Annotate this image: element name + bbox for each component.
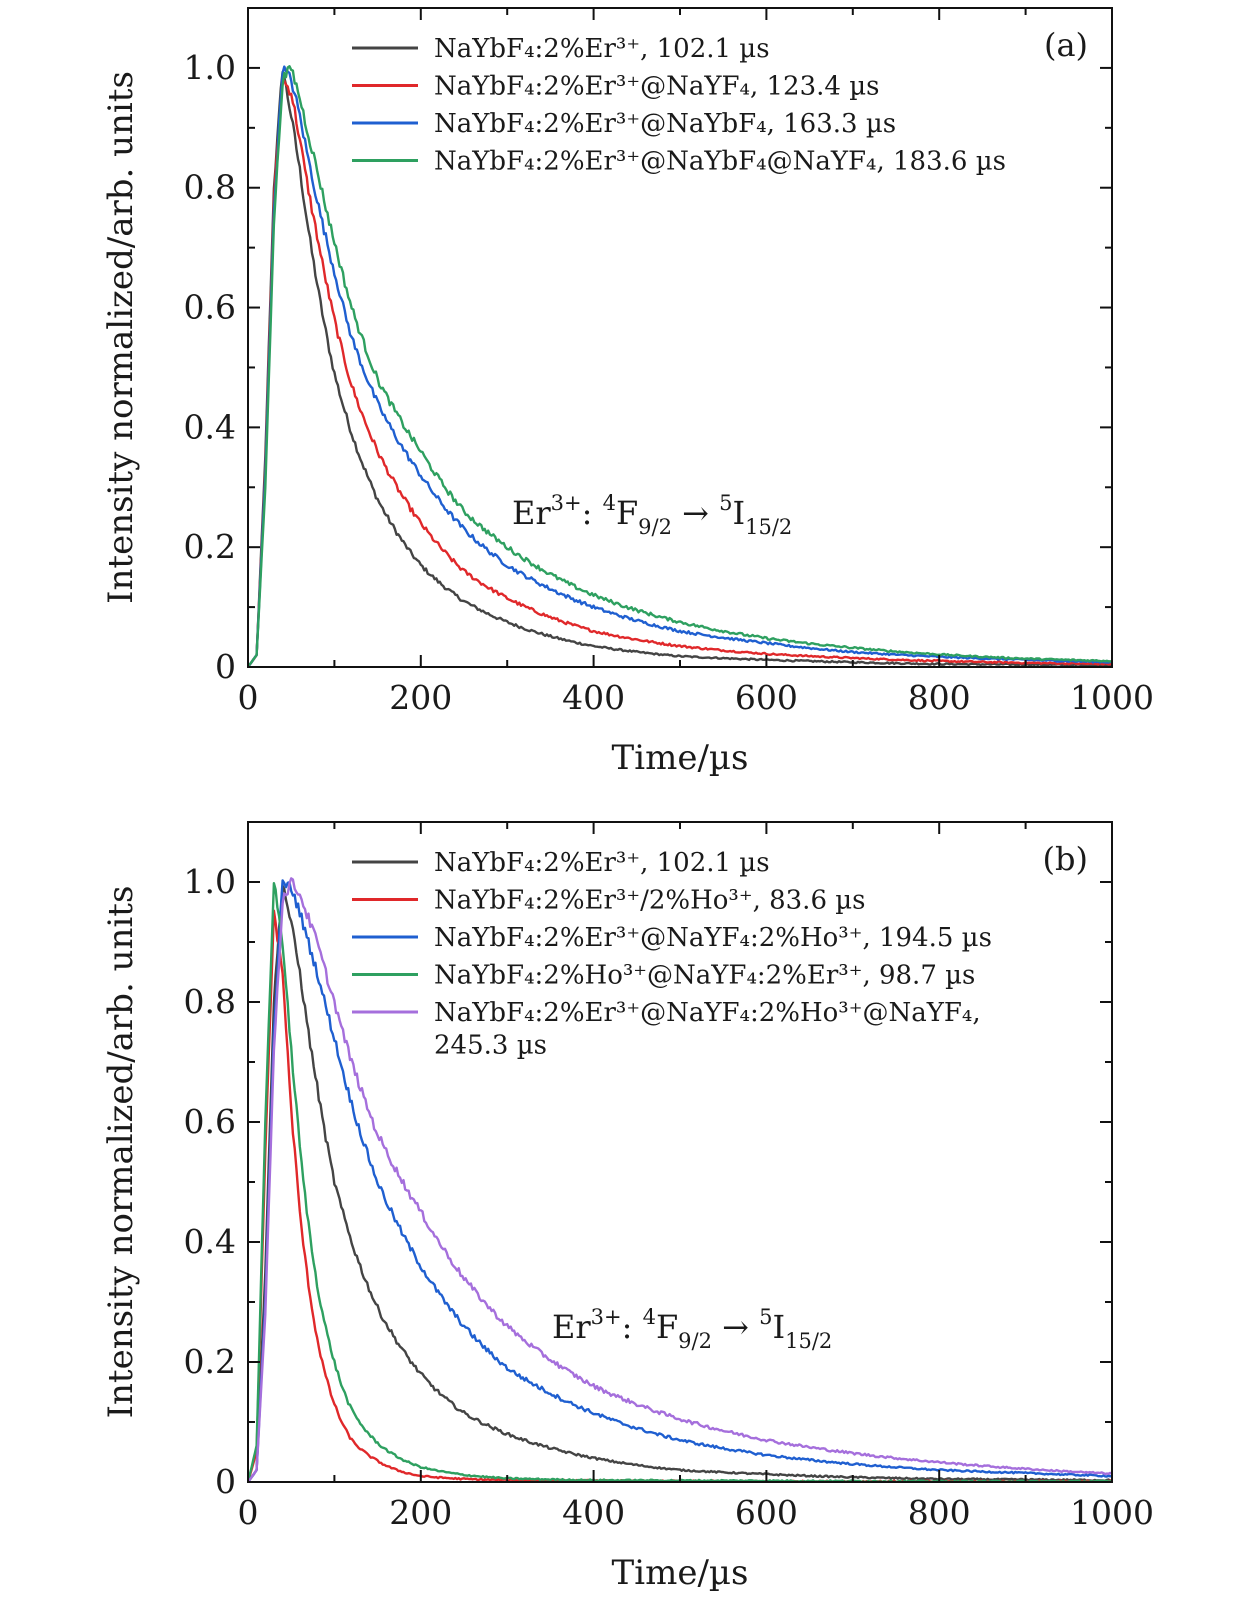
legend-label: NaYbF₄:2%Er³⁺@NaYF₄:2%Ho³⁺@NaYF₄,	[434, 998, 981, 1028]
y-tick-label: 0.2	[184, 527, 236, 566]
x-tick-label: 0	[238, 678, 259, 717]
y-tick-label: 0.8	[184, 168, 236, 207]
x-axis-title: Time/µs	[612, 1553, 749, 1593]
legend-label-continued: 245.3 µs	[434, 1031, 547, 1061]
y-axis-title: Intensity normalized/arb. units	[101, 886, 141, 1419]
y-tick-label: 0	[215, 1462, 236, 1501]
y-tick-label: 1.0	[184, 48, 236, 87]
series-line-2	[248, 909, 1112, 1482]
series-group	[248, 65, 1112, 667]
x-axis-title: Time/µs	[612, 738, 749, 778]
x-tick-label: 1000	[1070, 678, 1154, 717]
x-tick-label: 1000	[1070, 1493, 1154, 1532]
y-tick-label: 0.4	[184, 1222, 236, 1261]
legend-label: NaYbF₄:2%Er³⁺, 102.1 µs	[434, 848, 770, 878]
x-tick-label: 600	[735, 678, 798, 717]
y-tick-label: 0.8	[184, 982, 236, 1021]
x-tick-label: 400	[562, 1493, 625, 1532]
series-line-3	[248, 65, 1112, 667]
x-tick-label: 800	[908, 678, 971, 717]
y-tick-label: 1.0	[184, 862, 236, 901]
panel-a: 0 200 400 600 800 1000 0 0.2 0.4 0.6 0.8 1.0 Time/µs…	[101, 7, 1154, 778]
legend: NaYbF₄:2%Er³⁺, 102.1 µs NaYbF₄:2%Er³⁺@NaY…	[352, 34, 1006, 177]
x-tick-label: 400	[562, 678, 625, 717]
series-line-3	[248, 879, 1112, 1482]
y-tick-label: 0	[215, 647, 236, 686]
legend-label: NaYbF₄:2%Er³⁺/2%Ho³⁺, 83.6 µs	[434, 886, 866, 916]
y-tick-label: 0.6	[184, 288, 236, 327]
y-tick-label: 0.4	[184, 407, 236, 446]
x-tick-label: 200	[389, 1493, 452, 1532]
legend: NaYbF₄:2%Er³⁺, 102.1 µs NaYbF₄:2%Er³⁺/2%H…	[352, 848, 992, 1061]
legend-label: NaYbF₄:2%Er³⁺@NaYF₄, 123.4 µs	[434, 72, 879, 102]
y-tick-label: 0.6	[184, 1102, 236, 1141]
y-tick-label: 0.2	[184, 1342, 236, 1381]
panel-tag: (b)	[1043, 840, 1088, 878]
legend-label: NaYbF₄:2%Er³⁺@NaYbF₄@NaYF₄, 183.6 µs	[434, 147, 1006, 177]
series-line-1	[248, 884, 1112, 1482]
transition-annotation: Er3+: 4F9/2 → 5I15/2	[512, 491, 792, 539]
x-tick-label: 0	[238, 1493, 259, 1532]
legend-label: NaYbF₄:2%Ho³⁺@NaYF₄:2%Er³⁺, 98.7 µs	[434, 961, 975, 991]
series-line-1	[248, 70, 1112, 667]
x-tick-label: 600	[735, 1493, 798, 1532]
series-line-5	[248, 877, 1112, 1482]
legend-label: NaYbF₄:2%Er³⁺@NaYF₄:2%Ho³⁺, 194.5 µs	[434, 923, 992, 953]
x-tick-label: 200	[389, 678, 452, 717]
plot-frame	[247, 7, 1113, 668]
x-tick-label: 800	[908, 1493, 971, 1532]
series-line-2	[248, 79, 1112, 667]
legend-label: NaYbF₄:2%Er³⁺, 102.1 µs	[434, 34, 770, 64]
panel-tag: (a)	[1044, 26, 1088, 64]
transition-annotation: Er3+: 4F9/2 → 5I15/2	[552, 1305, 832, 1353]
panel-b: 0 200 400 600 800 1000 0 0.2 0.4 0.6 0.8 1.0 Time/µs…	[101, 821, 1154, 1593]
y-axis-title: Intensity normalized/arb. units	[101, 71, 141, 604]
plot-frame	[247, 821, 1113, 1483]
series-line-4	[248, 65, 1112, 667]
legend-label: NaYbF₄:2%Er³⁺@NaYbF₄, 163.3 µs	[434, 109, 896, 139]
